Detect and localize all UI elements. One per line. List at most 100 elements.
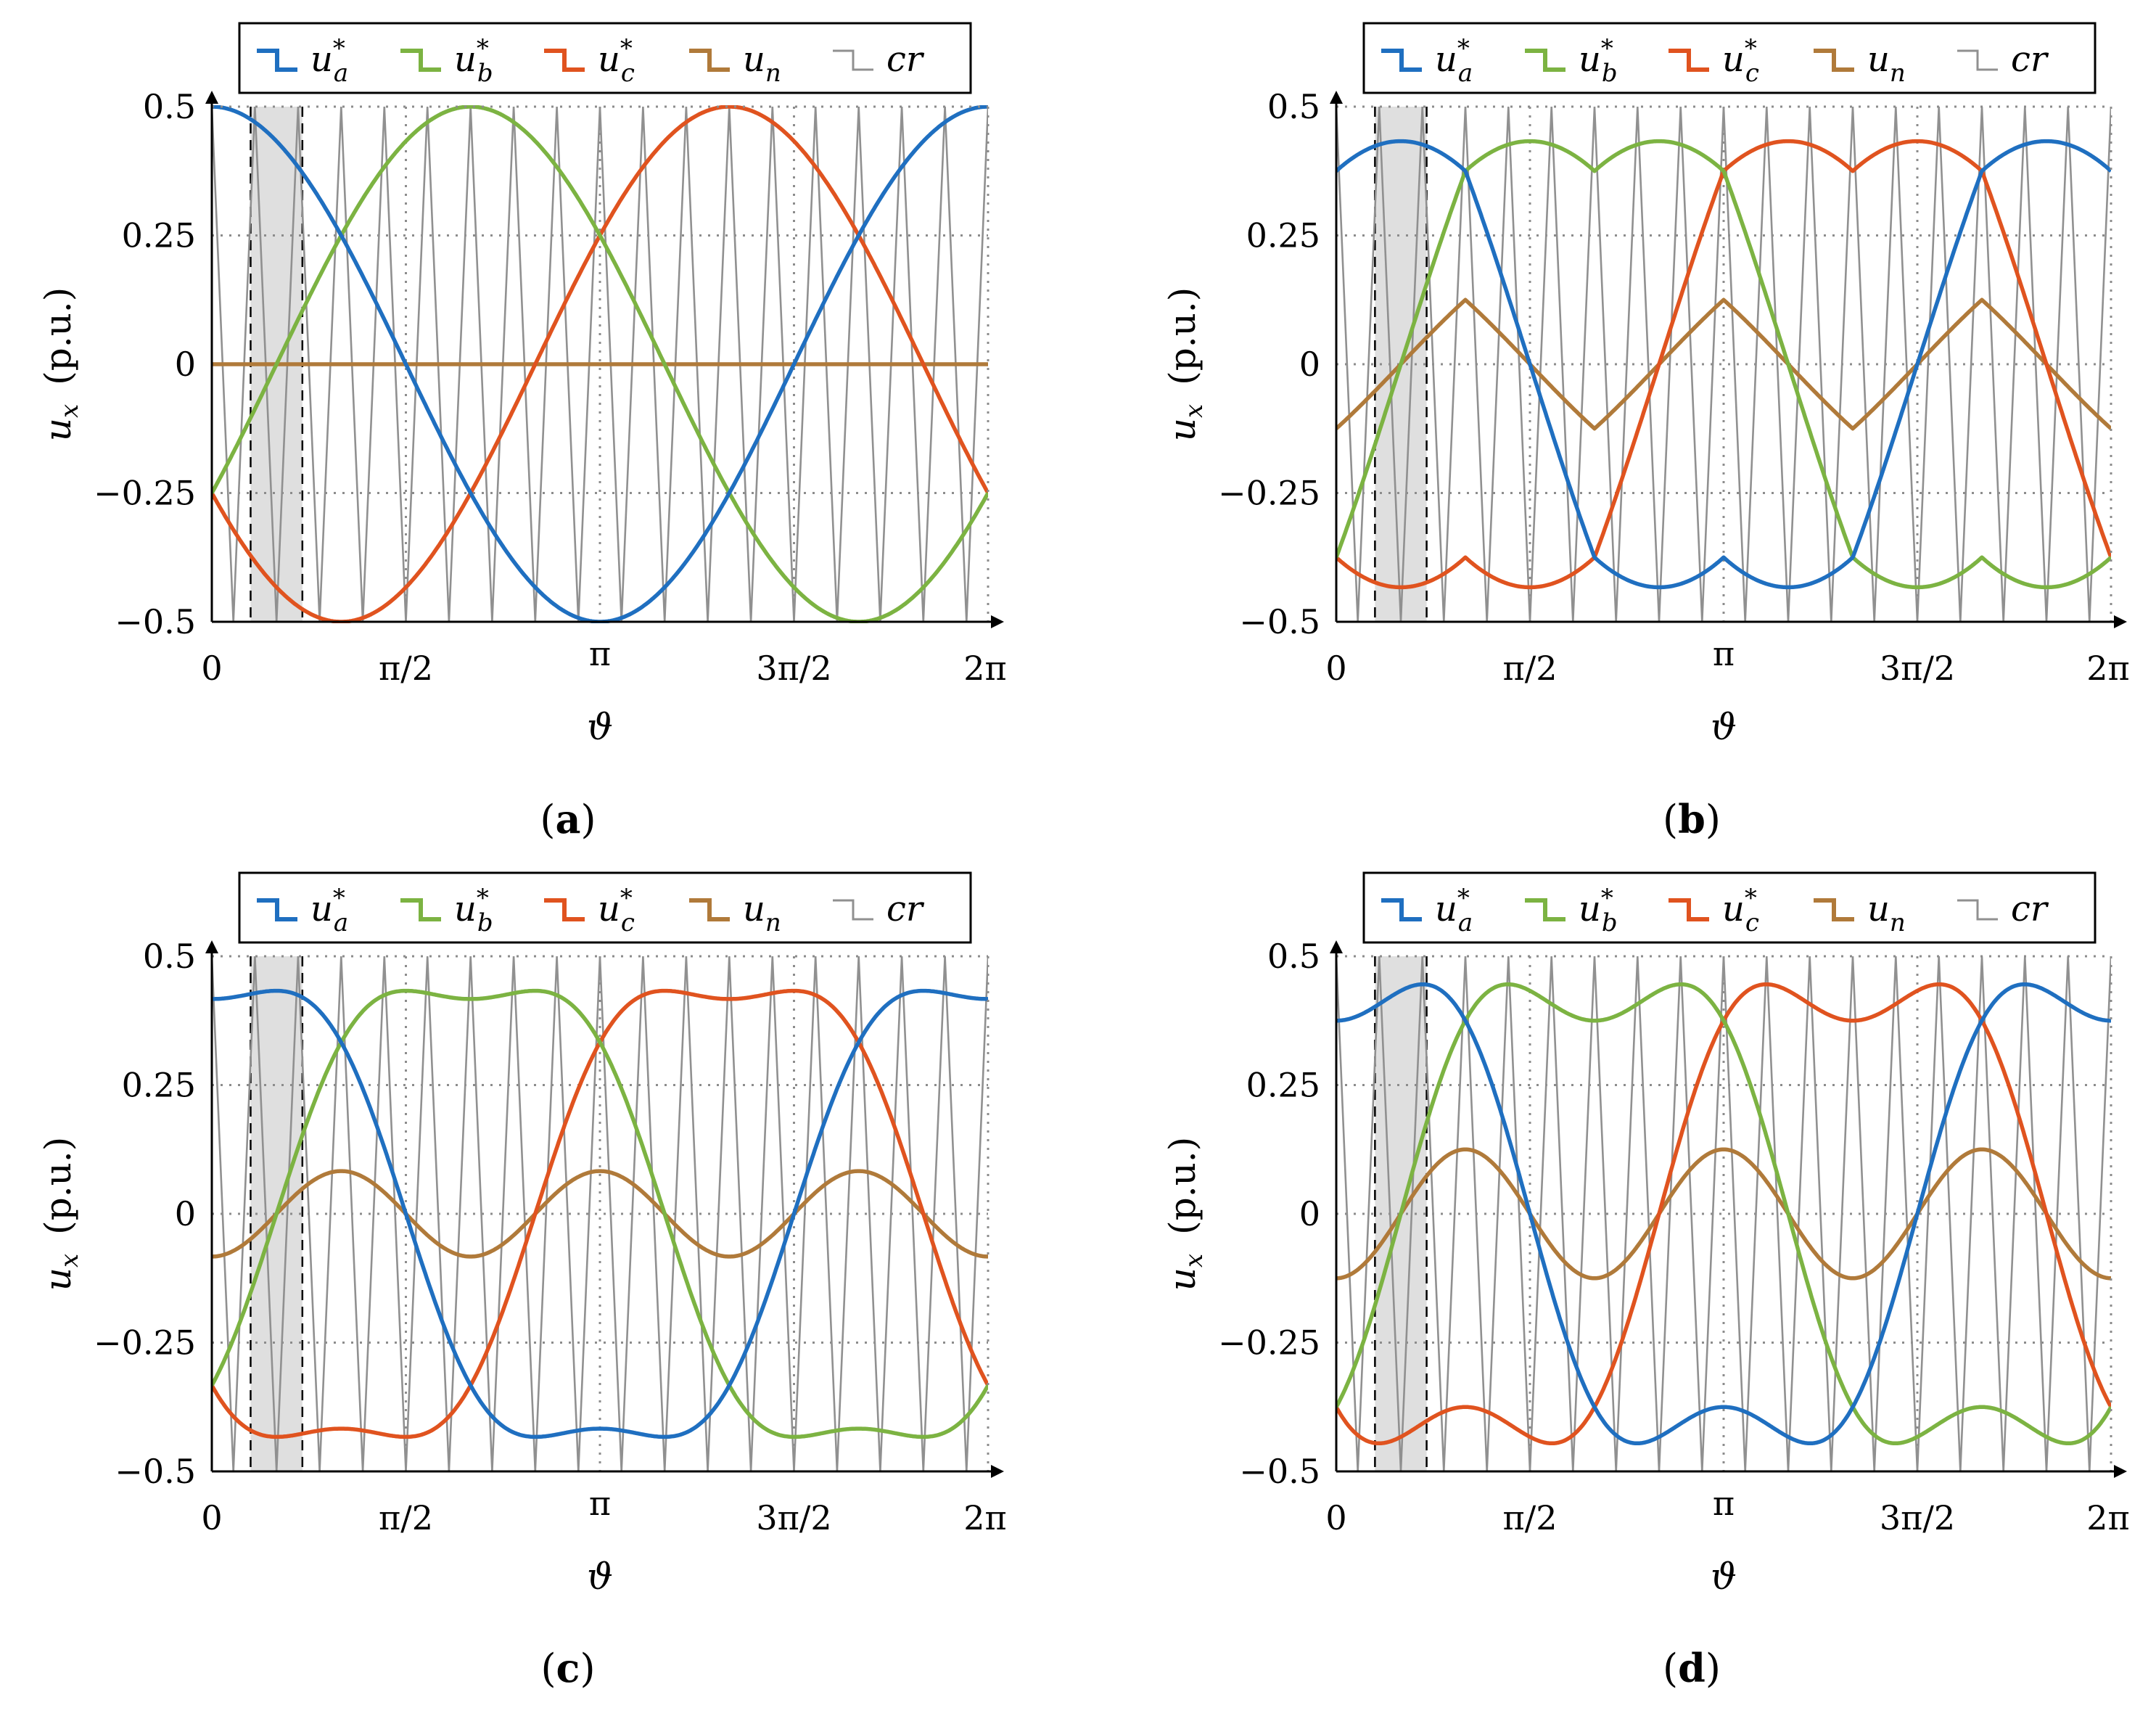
legend-label-sub: b <box>477 59 493 88</box>
legend-label: u* a <box>1435 34 1473 88</box>
legend-label: un <box>1867 889 1906 937</box>
y-axis-label-text: ux (p.u.) <box>1161 1137 1209 1291</box>
x-tick-label: 2π <box>2086 1498 2130 1537</box>
y-tick-label: −0.25 <box>1218 1323 1320 1363</box>
legend-label-sup: * <box>477 34 489 63</box>
carrier-series <box>1336 106 2111 623</box>
legend-item-u-b: u* b <box>400 884 493 937</box>
legend-swatch <box>1957 49 1998 71</box>
legend: u* a u* b u* c un cr <box>238 22 972 94</box>
legend-item-u-n: un <box>689 889 781 937</box>
legend-item-u-n: un <box>1814 889 1906 937</box>
caption-letter: d <box>1678 1645 1706 1691</box>
y-tick-label: −0.25 <box>94 474 196 513</box>
legend-label: un <box>743 889 781 937</box>
y-tick-label: −0.5 <box>115 602 196 641</box>
legend-item-u-b: u* b <box>1525 34 1618 88</box>
y-tick-label: 0 <box>175 1194 196 1233</box>
y-tick-label: 0.5 <box>1267 937 1320 976</box>
legend-swatch <box>1814 49 1854 72</box>
legend-swatch <box>1525 898 1565 921</box>
legend-box <box>238 871 972 944</box>
legend-label-base: u <box>310 39 333 80</box>
legend-box <box>238 22 972 94</box>
x-axis-label: ϑ <box>587 706 613 748</box>
legend: u* a u* b u* c un cr <box>238 871 972 944</box>
series-line-u-a <box>212 988 988 1439</box>
legend: u* a u* b u* c un cr <box>1362 22 2097 94</box>
x-axis-label: ϑ <box>1711 1556 1737 1598</box>
legend-label-sup: * <box>620 34 633 63</box>
legend-swatch <box>400 49 441 72</box>
caption-letter: a <box>556 796 581 842</box>
y-tick-label: 0.25 <box>1246 216 1320 255</box>
legend-swatch <box>257 49 297 72</box>
legend-swatch <box>1669 898 1709 921</box>
panel-caption: (c) <box>540 1645 595 1691</box>
legend-item-u-c: u* c <box>1669 884 1759 937</box>
y-label-sub: x <box>1180 1254 1209 1268</box>
y-axis-arrow <box>205 940 218 953</box>
legend-swatch <box>1814 898 1854 921</box>
carrier-series <box>212 106 988 623</box>
legend-label-sup: * <box>1745 884 1757 913</box>
y-tick-label: 0.25 <box>122 1066 196 1105</box>
legend-label-sub: c <box>1745 59 1759 88</box>
legend-label: cr <box>886 889 925 929</box>
legend-label-base: u <box>1435 889 1457 929</box>
series-line-u-c <box>212 988 988 1439</box>
x-tick-label: π <box>589 1484 611 1523</box>
x-axis-arrow <box>2114 1465 2127 1478</box>
legend-label: u* c <box>598 884 635 937</box>
y-label-base: u <box>1161 418 1204 441</box>
x-axis-arrow <box>2114 615 2127 628</box>
y-tick-label: −0.5 <box>115 1452 196 1491</box>
legend-item-carrier: cr <box>1957 39 2049 80</box>
legend-label: u* b <box>454 884 493 937</box>
legend-label: un <box>743 39 781 88</box>
legend-label-sub: n <box>765 908 781 937</box>
legend-label: u* b <box>1579 34 1618 88</box>
x-tick-label: π <box>1713 1484 1735 1523</box>
caption-letter: b <box>1678 796 1706 842</box>
legend-label-sub: c <box>621 908 635 937</box>
legend-label-base: u <box>1579 889 1601 929</box>
legend-swatch <box>1669 49 1709 72</box>
legend-label-sub: b <box>477 908 493 937</box>
y-label-unit: (p.u.) <box>37 287 79 385</box>
legend-label-base: cr <box>2011 39 2049 80</box>
y-label-sub: x <box>55 404 84 418</box>
legend-label: u* c <box>1722 884 1759 937</box>
legend-item-u-n: un <box>689 39 781 88</box>
legend-label-sub: b <box>1602 908 1618 937</box>
legend-item-u-n: un <box>1814 39 1906 88</box>
x-tick-label: 0 <box>201 649 222 688</box>
legend-label: u* b <box>1579 884 1618 937</box>
x-tick-label: π/2 <box>379 649 433 688</box>
y-tick-label: 0.25 <box>122 216 196 255</box>
legend-label-base: u <box>1435 39 1457 80</box>
y-label-base: u <box>1161 1268 1204 1291</box>
x-tick-label: π/2 <box>379 1498 433 1537</box>
y-axis-label-text: ux (p.u.) <box>1161 287 1209 441</box>
legend-label-base: u <box>743 889 765 929</box>
legend-label: u* a <box>1435 884 1473 937</box>
carrier-series <box>1336 956 2111 1472</box>
legend-label-base: u <box>1579 39 1601 80</box>
legend-label: u* c <box>1722 34 1759 88</box>
carrier-series <box>212 956 988 1472</box>
legend-box <box>1362 871 2097 944</box>
x-tick-label: 2π <box>963 649 1007 688</box>
legend-label: u* b <box>454 34 493 88</box>
y-tick-label: 0 <box>175 345 196 384</box>
y-tick-label: 0 <box>1299 345 1320 384</box>
legend-label-sub: a <box>334 59 348 88</box>
legend-label-base: u <box>454 39 477 80</box>
x-axis-arrow <box>991 615 1004 628</box>
series-line-u-b <box>212 988 988 1439</box>
x-tick-label: 3π/2 <box>756 1498 831 1537</box>
x-tick-label: 0 <box>201 1498 222 1537</box>
y-tick-label: −0.5 <box>1239 1452 1320 1491</box>
